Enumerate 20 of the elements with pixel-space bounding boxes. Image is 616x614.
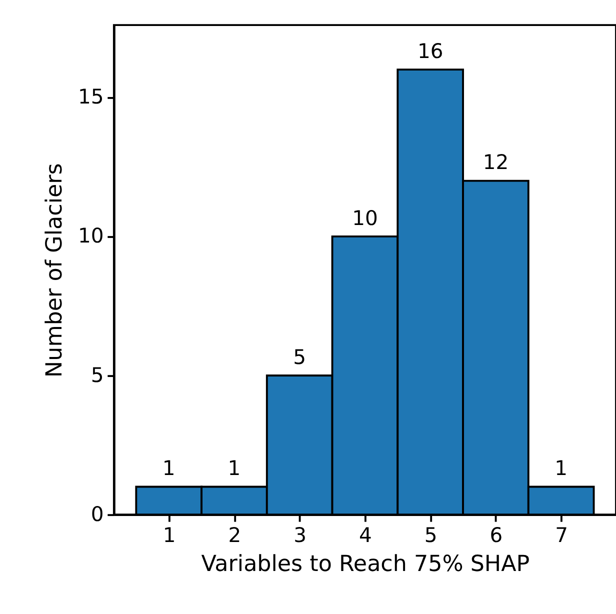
data-label: 10 [352, 206, 378, 230]
data-label: 5 [293, 344, 306, 369]
y-tick-label: 0 [90, 502, 104, 526]
x-tick-label: 1 [162, 523, 176, 548]
x-tick-label: 2 [228, 523, 242, 548]
x-tick-label: 3 [294, 523, 307, 548]
data-label: 1 [554, 456, 568, 480]
y-tick-label: 15 [78, 84, 104, 109]
data-label: 12 [482, 150, 509, 174]
y-axis-title: Number of Glaciers [42, 163, 68, 378]
y-tick-label: 10 [78, 224, 104, 248]
data-label: 16 [417, 38, 444, 63]
data-label: 1 [162, 456, 176, 480]
y-tick-label: 5 [90, 362, 104, 387]
x-tick-label: 6 [490, 523, 503, 548]
x-axis-title: Variables to Reach 75% SHAP [201, 551, 530, 578]
x-tick-label: 7 [555, 523, 568, 548]
data-label: 1 [228, 456, 241, 480]
x-tick-label: 4 [358, 523, 372, 548]
x-tick-label: 5 [424, 523, 438, 548]
